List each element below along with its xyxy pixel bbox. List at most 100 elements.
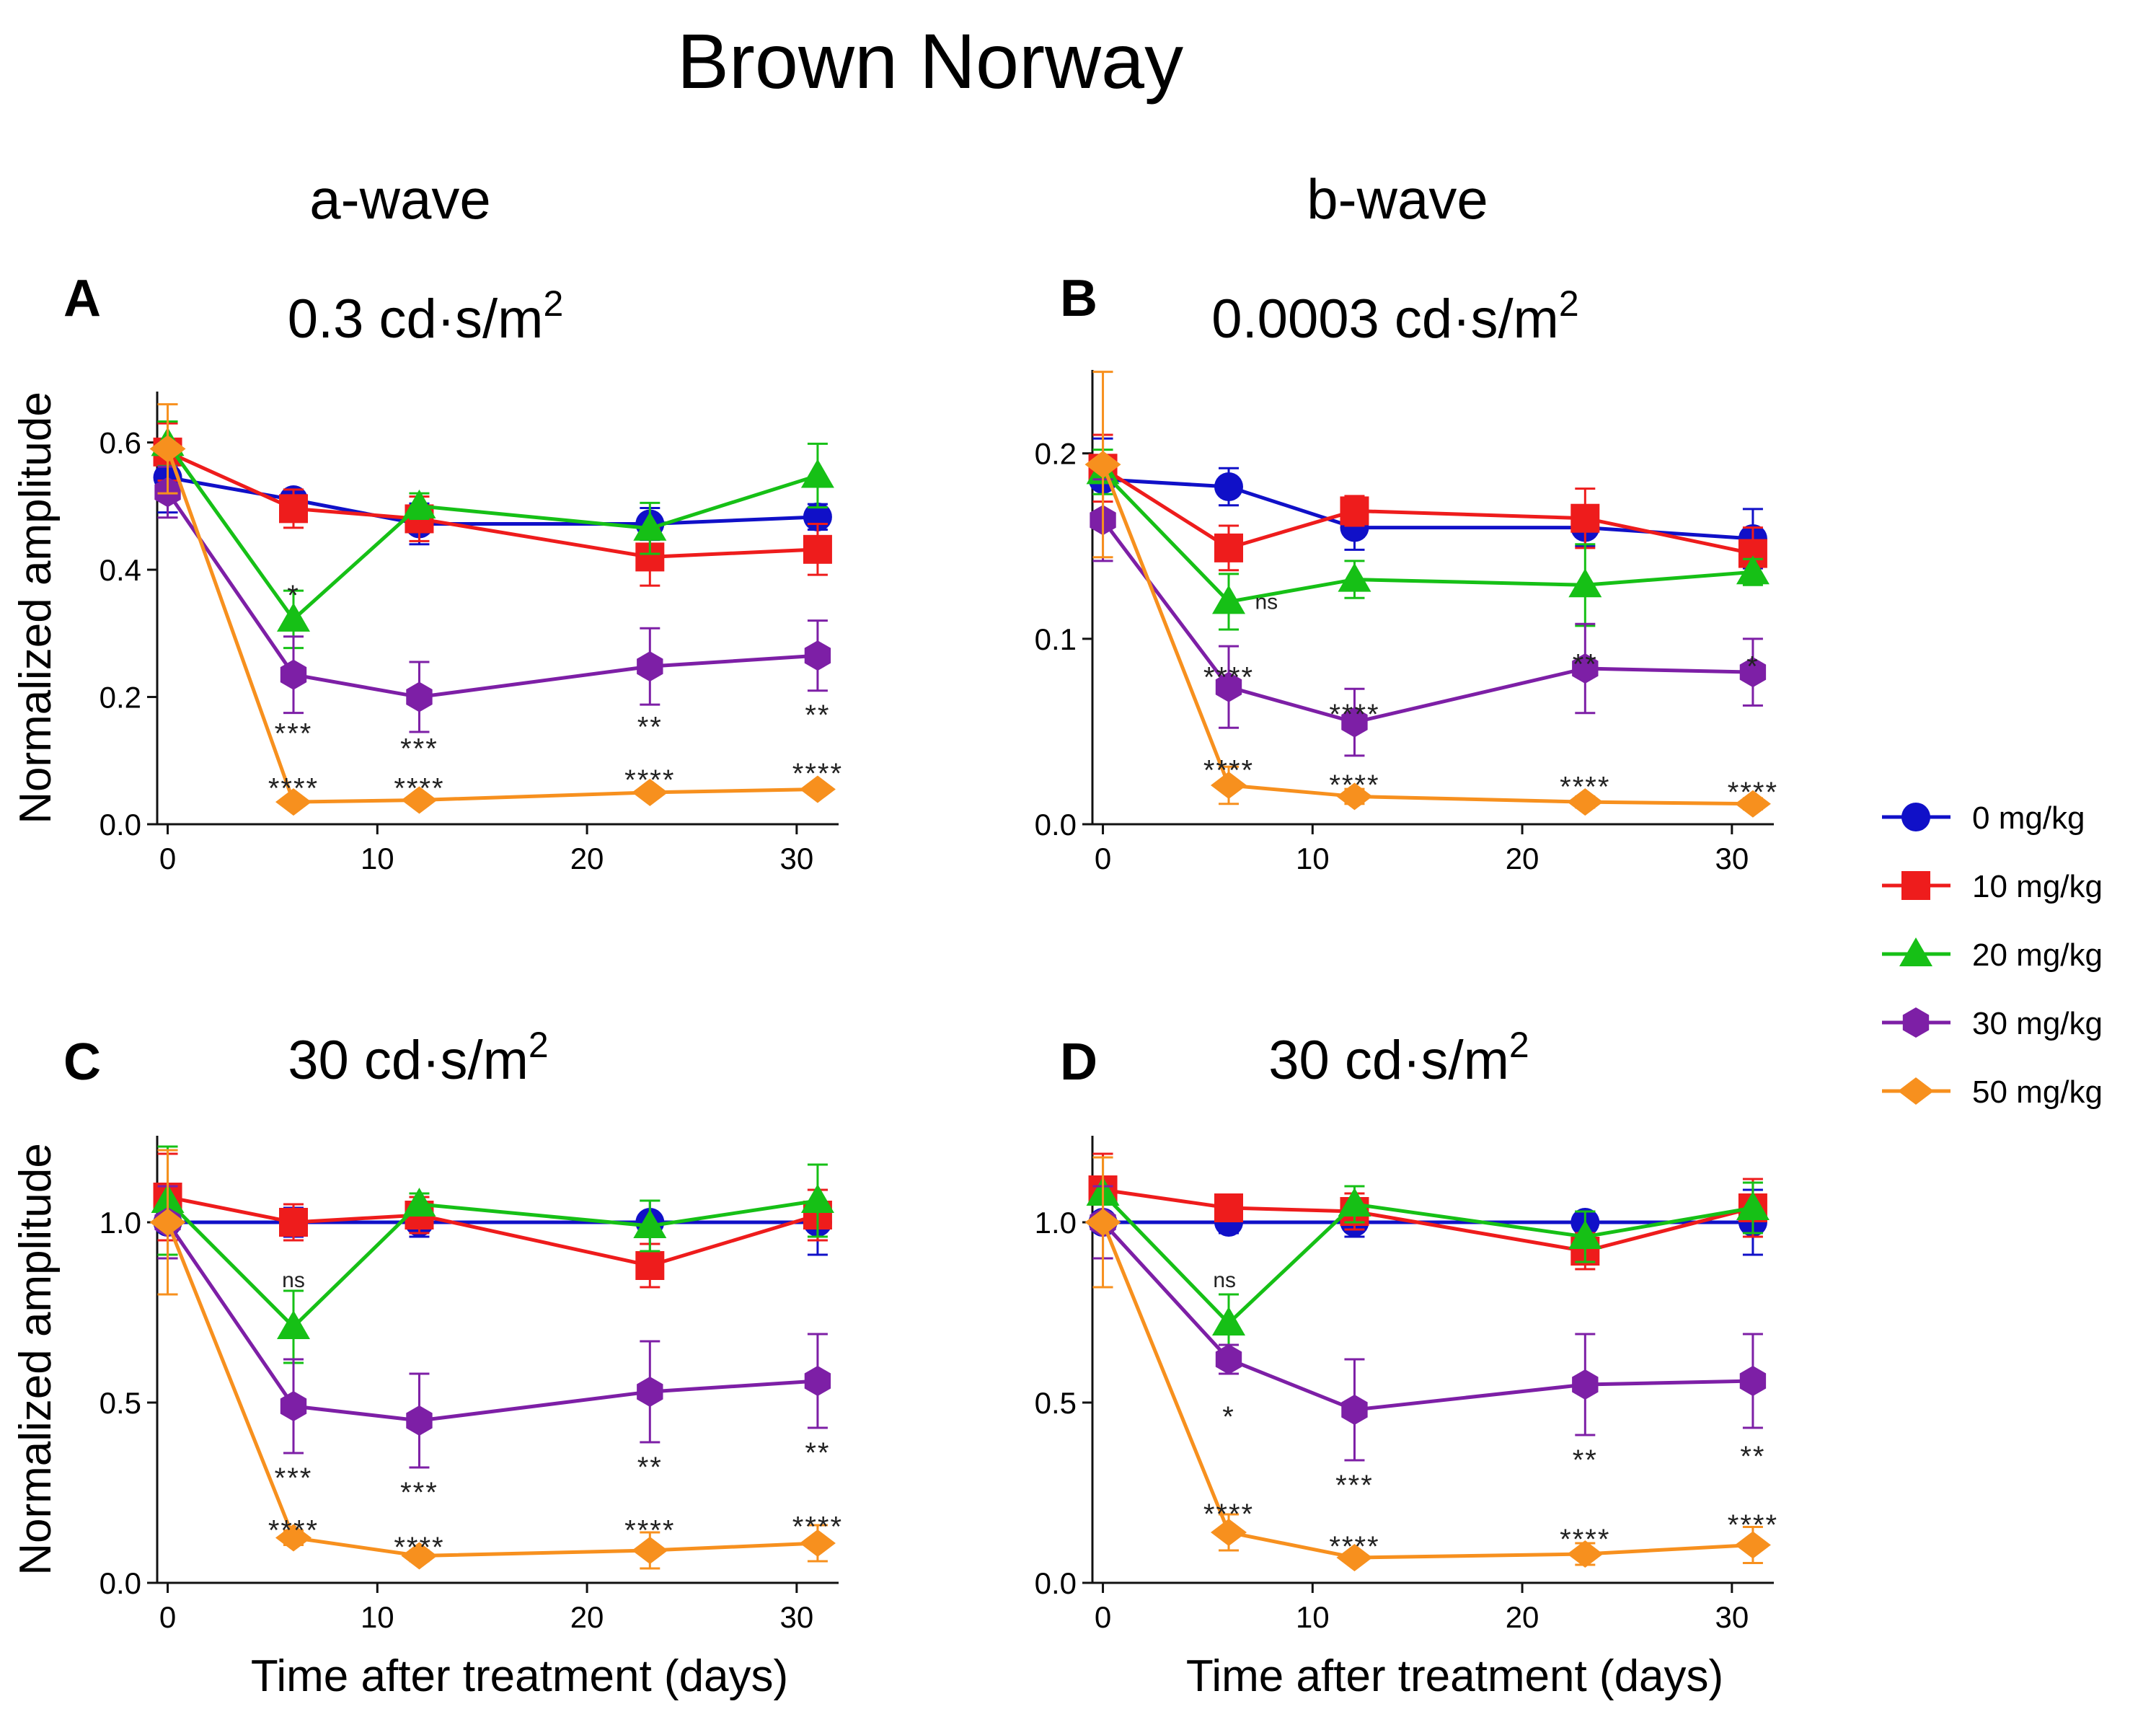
- legend-marker: [1898, 1077, 1934, 1105]
- panel-c-significance-label: ****: [394, 1532, 444, 1563]
- panel-c-significance-label: ****: [792, 1511, 843, 1543]
- data-point: [633, 511, 667, 541]
- panel-d-x-axis-label: Time after treatment (days): [1186, 1651, 1723, 1701]
- panel-c-series-0-mg-kg: [153, 1185, 832, 1260]
- panel-a-significance-label: ****: [268, 772, 319, 804]
- data-point: [406, 1405, 433, 1436]
- data-point: [1211, 1519, 1247, 1546]
- panel-c-significance-label: ***: [400, 1477, 438, 1509]
- legend-item: 10 mg/kg: [1882, 869, 2103, 904]
- data-point: [279, 1208, 308, 1237]
- panel-b-y-tick-label: 0.1: [1035, 622, 1077, 656]
- panel-a-x-tick-label: 30: [779, 842, 813, 875]
- data-point: [1568, 1220, 1602, 1249]
- panel-a-significance-label: ****: [394, 772, 444, 804]
- panel-a-significance-label: ***: [400, 733, 438, 765]
- panel-b-series-20-mg-kg: [1086, 449, 1770, 631]
- legend-item: 20 mg/kg: [1882, 937, 2103, 973]
- data-point: [1214, 1193, 1243, 1222]
- data-point: [1736, 1191, 1770, 1220]
- panel-d-x-tick-label: 0: [1095, 1600, 1111, 1634]
- data-point: [632, 1537, 668, 1564]
- series-line: [1101, 1192, 1754, 1326]
- panel-a-significance-label: **: [805, 699, 830, 731]
- data-point: [1341, 707, 1368, 738]
- panel-c-title-superscript: 2: [529, 1025, 549, 1065]
- panel-b-significance-label: ****: [1329, 699, 1379, 730]
- panel-d-y-tick-label: 1.0: [1035, 1206, 1077, 1240]
- panel-d-significance-label: ****: [1203, 1498, 1254, 1530]
- panel-d-significance-label: **: [1573, 1444, 1598, 1476]
- panel-b-significance-label: *: [1746, 650, 1759, 682]
- column-title-a-wave: a-wave: [309, 167, 490, 231]
- panel-c-y-tick-label: 0.5: [100, 1386, 141, 1420]
- panel-a-title: 0.3 cd·s/m2: [288, 283, 564, 350]
- panel-d-series-10-mg-kg: [1088, 1152, 1767, 1271]
- panel-b-significance-label: ****: [1728, 777, 1778, 808]
- data-point: [1338, 562, 1371, 592]
- panel-d: D 30 cd·s/m2 0 10 20 30 0.0 0.5 1.0 Time after tr…: [1035, 1025, 1777, 1701]
- panel-d-significance-label: ***: [1335, 1470, 1374, 1501]
- panel-c-title: 30 cd·s/m2: [288, 1025, 548, 1091]
- panel-b-x-tick-label: 10: [1296, 842, 1330, 875]
- panel-d-x-tick-label: 30: [1715, 1600, 1749, 1634]
- data-point: [1336, 782, 1373, 811]
- panel-c-x-axis-label: Time after treatment (days): [251, 1651, 788, 1701]
- panel-a-series-30-mg-kg: [154, 465, 831, 733]
- panel-d-y-tick-label: 0.5: [1035, 1386, 1077, 1420]
- data-point: [632, 778, 668, 806]
- data-point: [1338, 1188, 1371, 1217]
- panel-b-significance-label: ****: [1329, 769, 1379, 801]
- data-point: [1212, 585, 1245, 614]
- panel-a-significance-label: *: [287, 580, 300, 612]
- data-point: [1215, 1344, 1242, 1374]
- data-point: [1572, 1369, 1599, 1400]
- panel-c-y-tick-label: 1.0: [100, 1206, 141, 1240]
- panel-b-letter: B: [1060, 270, 1097, 327]
- series-line: [1101, 1222, 1754, 1560]
- panel-a-significance-label: ****: [624, 764, 675, 796]
- series-line: [167, 1195, 818, 1268]
- figure-title: Brown Norway: [677, 17, 1183, 105]
- panel-b-series-0-mg-kg: [1088, 437, 1767, 570]
- panel-c: C 30 cd·s/m2 0 10 20 30 0.0 0.5 1.0 Normalized am…: [11, 1025, 843, 1701]
- legend-item: 30 mg/kg: [1882, 1006, 2103, 1041]
- panel-d-series-30-mg-kg: [1090, 1185, 1767, 1462]
- data-point: [800, 459, 834, 488]
- panel-b-significance-label: ****: [1560, 771, 1610, 803]
- data-point: [1336, 1544, 1373, 1571]
- data-point: [635, 1251, 665, 1280]
- panel-a-series-50-mg-kg: [149, 403, 836, 816]
- panel-b-title: 0.0003 cd·s/m2: [1211, 283, 1578, 350]
- panel-d-title-superscript: 2: [1509, 1025, 1529, 1065]
- panel-c-significance-label: ****: [268, 1515, 319, 1547]
- data-point: [401, 1542, 438, 1570]
- panel-c-significance-label: **: [805, 1437, 830, 1469]
- panel-b-significance-label: **: [1573, 649, 1598, 681]
- data-point: [803, 534, 832, 564]
- data-point: [1211, 772, 1247, 799]
- panel-b-title-superscript: 2: [1559, 283, 1579, 324]
- panel-a-letter: A: [63, 270, 101, 327]
- panel-a-series-0-mg-kg: [153, 441, 832, 546]
- data-point: [804, 1366, 831, 1396]
- data-point: [1734, 1531, 1771, 1559]
- legend-label: 20 mg/kg: [1972, 937, 2103, 973]
- panel-d-significance-label: **: [1740, 1441, 1765, 1473]
- panel-c-x-tick-label: 30: [779, 1600, 813, 1634]
- data-point: [149, 435, 186, 463]
- data-point: [279, 494, 308, 524]
- panel-c-x-tick-label: 0: [159, 1600, 176, 1634]
- legend-marker: [1902, 1007, 1930, 1038]
- panel-c-significance-label: ****: [624, 1515, 675, 1547]
- panel-a: A 0.3 cd·s/m2 0 10 20 30 0.0 0.2 0.4 0.6 Normalize…: [11, 270, 841, 875]
- series-line: [166, 1221, 818, 1423]
- panel-c-significance-label: ns: [282, 1268, 305, 1292]
- panel-a-y-tick-label: 0.4: [100, 553, 141, 587]
- data-point: [275, 788, 312, 816]
- panel-d-significance-label: ****: [1329, 1531, 1379, 1563]
- data-point: [406, 681, 433, 712]
- panel-b-series-10-mg-kg: [1088, 433, 1767, 581]
- legend: 0 mg/kg 10 mg/kg 20 mg/kg 30 mg/kg 50 mg/kg: [1882, 800, 2103, 1110]
